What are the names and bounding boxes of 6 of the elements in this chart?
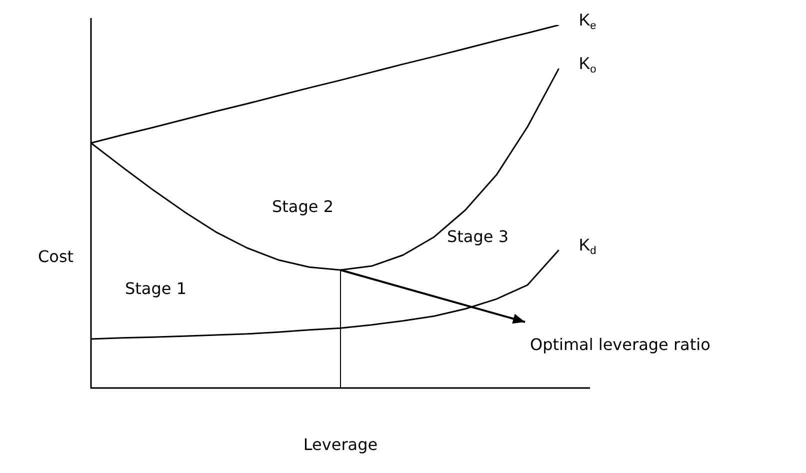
x-axis-title: Leverage (303, 435, 378, 454)
annotation: Stage 3 (447, 227, 508, 246)
annotation: Optimal leverage ratio (530, 335, 710, 354)
y-axis-title: Cost (38, 247, 74, 266)
annotation: Stage 2 (272, 197, 334, 216)
annotation: Stage 1 (125, 279, 186, 298)
